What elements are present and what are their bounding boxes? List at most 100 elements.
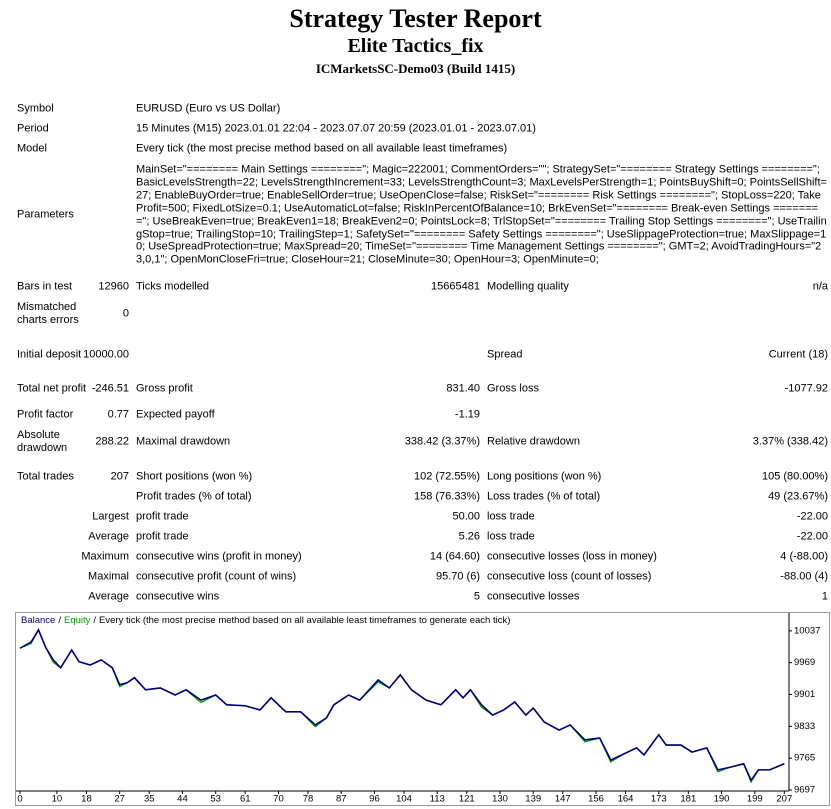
row-cell: n/a xyxy=(812,280,828,293)
row-cell: 102 (72.55%) xyxy=(413,470,480,483)
chart-frame xyxy=(15,612,830,806)
x-tick-label: 121 xyxy=(459,794,475,805)
chart: Balance / Equity / Every tick (the most prec… xyxy=(15,612,830,806)
x-tick-label: 87 xyxy=(336,794,347,805)
row-cell: EURUSD (Euro vs US Dollar) xyxy=(136,102,281,115)
row-cell: -22.00 xyxy=(796,530,828,543)
x-tick-label: 53 xyxy=(210,794,221,805)
row-cell: Average xyxy=(88,590,129,603)
x-tick-label: 44 xyxy=(177,794,188,805)
x-tick-label: 78 xyxy=(303,794,314,805)
row-cell: 12960 xyxy=(98,280,129,293)
row-cell: Profit trades (% of total) xyxy=(136,490,252,503)
row-cell: Expected payoff xyxy=(136,408,215,421)
x-tick-label: 156 xyxy=(588,794,604,805)
x-tick-label: 0 xyxy=(17,794,22,805)
row-cell: consecutive loss (count of losses) xyxy=(487,570,652,583)
x-tick-label: 130 xyxy=(492,794,508,805)
y-tick-label: 9697 xyxy=(794,785,815,796)
row-cell: Ticks modelled xyxy=(136,280,209,293)
x-tick-label: 199 xyxy=(747,794,763,805)
y-tick-label: 9765 xyxy=(794,753,815,764)
row-cell: Gross loss xyxy=(487,382,539,395)
x-tick-label: 61 xyxy=(240,794,251,805)
row-label: Mismatched charts errors xyxy=(17,301,79,326)
legend-balance: Balance xyxy=(21,615,55,626)
row-label: Total trades xyxy=(17,470,74,483)
report-title: Strategy Tester Report xyxy=(289,4,542,33)
row-label: Bars in test xyxy=(17,280,73,293)
x-tick-label: 113 xyxy=(430,794,445,805)
chart-description: Every tick (the most precise method base… xyxy=(99,615,510,626)
row-cell: consecutive losses xyxy=(487,590,580,603)
row-label: Initial deposit xyxy=(17,348,82,361)
row-cell: Long positions (won %) xyxy=(487,470,602,483)
row-cell: Average xyxy=(88,530,129,543)
series-line xyxy=(19,628,785,782)
row-cell: Loss trades (% of total) xyxy=(487,490,601,503)
row-cell: Maximal drawdown xyxy=(136,435,231,448)
row-cell: -246.51 xyxy=(91,382,129,395)
row-cell: 50.00 xyxy=(452,510,480,523)
x-tick-label: 173 xyxy=(651,794,667,805)
row-cell: 105 (80.00%) xyxy=(761,470,828,483)
row-cell: consecutive wins (profit in money) xyxy=(136,550,302,563)
x-tick-label: 164 xyxy=(618,794,634,805)
row-cell: Maximal xyxy=(88,570,129,583)
x-tick-label: 70 xyxy=(273,794,284,805)
x-tick-label: 207 xyxy=(776,794,792,805)
row-cell: Largest xyxy=(92,510,129,523)
report-subtitle: Elite Tactics_fix xyxy=(347,35,484,57)
row-cell: profit trade xyxy=(136,530,189,543)
x-tick-label: 18 xyxy=(81,794,92,805)
x-tick-label: 96 xyxy=(369,794,380,805)
row-cell: consecutive losses (loss in money) xyxy=(487,550,657,563)
row-label: Total net profit xyxy=(17,382,87,395)
row-cell: Short positions (won %) xyxy=(136,470,253,483)
y-tick-label: 9969 xyxy=(794,657,815,668)
row-label: Period xyxy=(17,122,49,135)
row-cell: 95.70 (6) xyxy=(435,570,480,583)
row-cell: Maximum xyxy=(81,550,129,563)
y-tick-label: 10037 xyxy=(794,625,820,636)
row-cell: 0 xyxy=(122,307,129,320)
row-cell: 0.77 xyxy=(107,408,129,421)
y-tick-label: 9901 xyxy=(794,689,815,700)
row-cell: loss trade xyxy=(487,530,535,543)
row-cell: loss trade xyxy=(487,510,535,523)
row-cell: 4 (-88.00) xyxy=(780,550,828,563)
x-tick-label: 181 xyxy=(680,794,696,805)
x-tick-label: 104 xyxy=(396,794,412,805)
row-cell: Current (18) xyxy=(768,348,828,361)
row-cell: Spread xyxy=(487,348,523,361)
row-cell: MainSet="======== Main Settings ========… xyxy=(136,163,827,266)
row-cell: -1.19 xyxy=(454,408,480,421)
row-cell: 338.42 (3.37%) xyxy=(404,435,480,448)
row-cell: 207 xyxy=(110,470,129,483)
row-cell: -1077.92 xyxy=(784,382,828,395)
row-label: Model xyxy=(17,142,47,155)
row-cell: 5.26 xyxy=(458,530,480,543)
x-tick-label: 139 xyxy=(525,794,541,805)
row-cell: profit trade xyxy=(136,510,189,523)
x-tick-label: 27 xyxy=(114,794,125,805)
row-cell: 10000.00 xyxy=(83,348,129,361)
row-cell: 288.22 xyxy=(95,435,129,448)
x-tick-label: 10 xyxy=(52,794,63,805)
report-server: ICMarketsSC-Demo03 (Build 1415) xyxy=(315,61,516,76)
x-tick-label: 190 xyxy=(714,794,730,805)
row-label: Absolute drawdown xyxy=(17,429,68,454)
row-cell: 49 (23.67%) xyxy=(768,490,828,503)
row-cell: Relative drawdown xyxy=(487,435,580,448)
legend-separator: / xyxy=(58,615,61,626)
row-cell: 5 xyxy=(473,590,480,603)
row-cell: 831.40 xyxy=(446,382,480,395)
row-label: Symbol xyxy=(17,102,54,115)
x-tick-label: 147 xyxy=(555,794,571,805)
x-tick-label: 35 xyxy=(144,794,155,805)
chart-legend: Balance / Equity / Every tick (the most prec… xyxy=(21,615,510,626)
row-cell: Gross profit xyxy=(136,382,193,395)
legend-separator: / xyxy=(93,615,96,626)
row-cell: 1 xyxy=(821,590,828,603)
